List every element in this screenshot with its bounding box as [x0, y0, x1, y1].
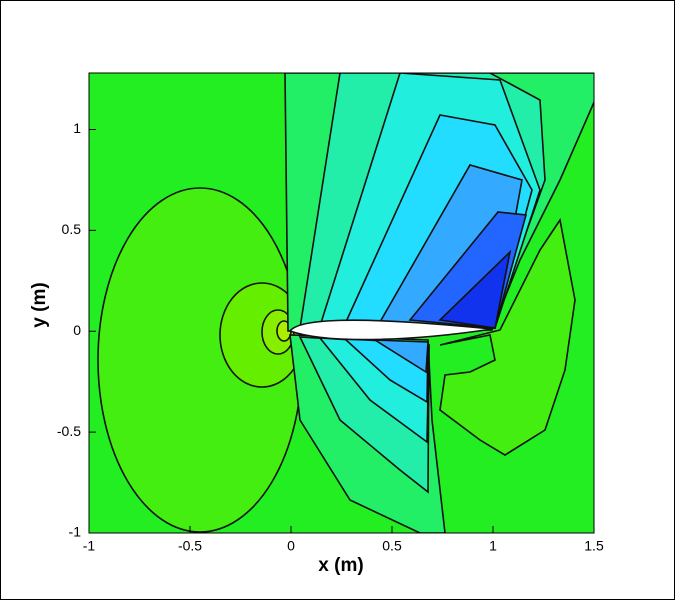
contour-level — [439, 217, 576, 456]
y-tick-label: -0.5 — [57, 423, 81, 439]
contour-level — [438, 249, 512, 329]
contour-field — [89, 73, 594, 533]
y-tick-label: -1 — [69, 524, 82, 540]
y-tick-label: 1 — [73, 120, 81, 136]
x-tick-label: -1 — [83, 538, 96, 554]
x-axis-label: x (m) — [318, 555, 363, 576]
x-tick-label: 1.5 — [584, 538, 604, 554]
x-tick-label: 1 — [489, 538, 497, 554]
plot-border — [88, 72, 595, 534]
x-tick-label: -0.5 — [178, 538, 202, 554]
y-axis-label: y (m) — [29, 282, 50, 327]
y-tick-label: 0.5 — [62, 221, 82, 237]
x-tick-label: 0 — [287, 538, 295, 554]
x-tick-label: 0.5 — [382, 538, 402, 554]
contour-level — [372, 339, 429, 374]
airfoil — [288, 319, 493, 341]
y-tick-label: 0 — [73, 322, 81, 338]
